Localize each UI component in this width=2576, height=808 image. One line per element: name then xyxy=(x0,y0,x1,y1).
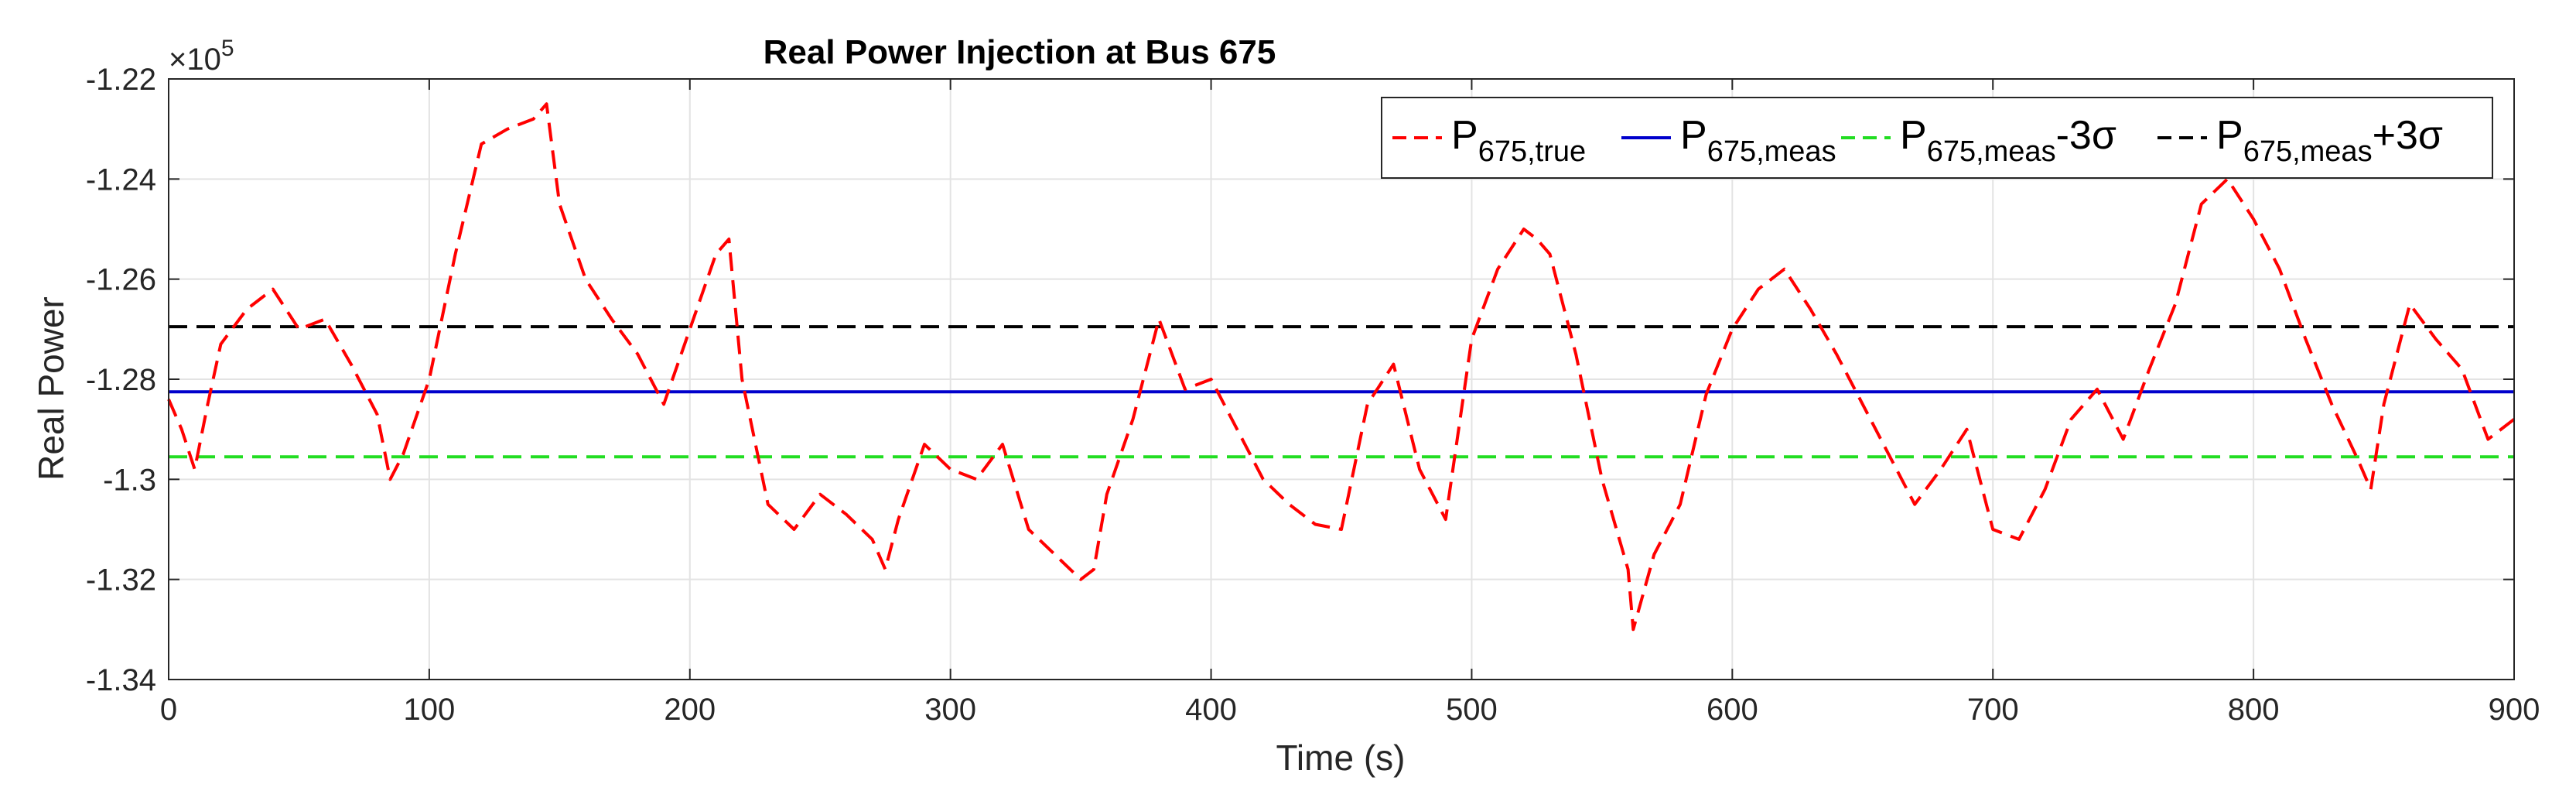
plot-lines xyxy=(167,102,2516,632)
legend-label: P675,meas-3σ xyxy=(1900,113,2116,168)
x-tick-label: 500 xyxy=(1446,693,1498,727)
legend-box xyxy=(1381,97,2493,179)
x-tick-label: 300 xyxy=(924,693,976,727)
axis-ticks: 0 100 200 300 400 500 600 700 800 900 -1.34 -1.32 -1… xyxy=(86,63,2540,727)
legend-entry-minus-3sigma: P675,meas-3σ xyxy=(1841,113,2116,168)
y-tick-label: -1.24 xyxy=(86,163,156,197)
legend-entry-meas: P675,meas xyxy=(1621,113,1836,168)
exponent-power: 5 xyxy=(221,36,234,61)
series-p675-true-line xyxy=(167,102,2516,632)
legend-label: P675,meas+3σ xyxy=(2216,113,2443,168)
y-tick-label: -1.3 xyxy=(103,463,156,497)
x-tick-label: 900 xyxy=(2489,693,2540,727)
x-axis-label: Time (s) xyxy=(1276,738,1406,778)
y-axis-label: Real Power xyxy=(31,296,71,481)
exponent-label: ×105 xyxy=(169,36,234,77)
y-tick-label: -1.28 xyxy=(86,363,156,397)
x-tick-label: 700 xyxy=(1967,693,2019,727)
x-tick-label: 400 xyxy=(1185,693,1237,727)
exponent-base: ×10 xyxy=(169,43,221,77)
y-tick-label: -1.26 xyxy=(86,263,156,297)
legend-label: P675,true xyxy=(1451,113,1586,168)
x-tick-label: 200 xyxy=(664,693,716,727)
legend-entry-true: P675,true xyxy=(1392,113,1586,168)
x-tick-label: 0 xyxy=(160,693,177,727)
x-tick-label: 600 xyxy=(1707,693,1758,727)
chart-title: Real Power Injection at Bus 675 xyxy=(764,33,1276,71)
x-tick-label: 100 xyxy=(404,693,456,727)
legend: P675,true P675,meas P675,meas-3σ P675,meas+… xyxy=(1381,97,2493,179)
svg-text:×105: ×105 xyxy=(169,36,234,77)
legend-entry-plus-3sigma: P675,meas+3σ xyxy=(2157,113,2443,168)
y-tick-label: -1.34 xyxy=(86,663,156,697)
legend-label: P675,meas xyxy=(1680,113,1836,168)
x-tick-label: 800 xyxy=(2228,693,2280,727)
y-tick-label: -1.22 xyxy=(86,63,156,97)
y-tick-label: -1.32 xyxy=(86,563,156,597)
